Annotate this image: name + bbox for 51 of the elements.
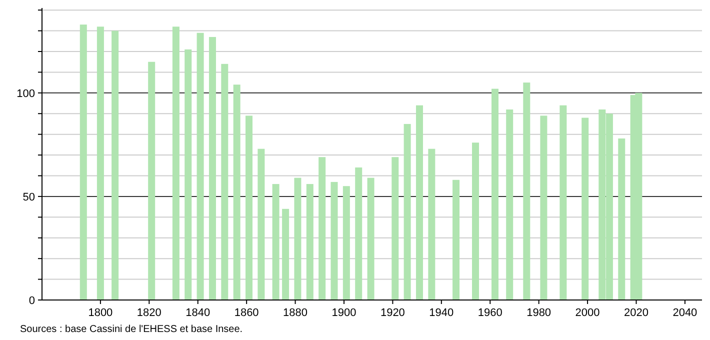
x-tick-label: 1840: [186, 307, 210, 319]
bar: [506, 109, 514, 300]
bar: [404, 124, 411, 300]
bar: [246, 116, 253, 300]
bar: [540, 116, 548, 300]
bar: [452, 180, 460, 300]
bar: [330, 182, 338, 300]
bar: [221, 64, 228, 300]
bar: [342, 186, 350, 300]
y-tick-label: 0: [28, 294, 35, 307]
bar: [184, 49, 192, 300]
bar: [367, 178, 374, 300]
bar: [294, 178, 302, 300]
bar: [258, 148, 265, 300]
bar: [416, 105, 423, 300]
x-tick-label: 1920: [380, 307, 405, 319]
x-tick-label: 1860: [234, 307, 259, 319]
x-tick-label: 2020: [624, 307, 648, 319]
y-tick-label: 50: [22, 191, 35, 204]
bar: [112, 30, 119, 300]
bar: [306, 184, 314, 300]
x-tick-label: 1940: [429, 307, 454, 319]
bar: [428, 148, 436, 300]
bar: [208, 36, 216, 300]
bar: [523, 82, 530, 300]
bar: [172, 26, 180, 300]
bar: [80, 24, 87, 300]
bar: [318, 157, 326, 300]
x-tick-label: 1960: [478, 307, 502, 319]
bar: [392, 157, 399, 300]
bar: [272, 184, 280, 300]
bar: [196, 32, 204, 300]
x-tick-label: 1800: [88, 307, 113, 319]
y-tick-label: 100: [16, 88, 35, 100]
bar: [233, 84, 240, 300]
x-tick-label: 1880: [283, 307, 308, 319]
source-note: Sources : base Cassini de l'EHESS et base Insee.: [20, 324, 243, 335]
x-tick-label: 1980: [526, 307, 552, 319]
bar: [148, 62, 156, 300]
bar: [560, 105, 567, 300]
bar: [355, 167, 362, 300]
bar: [96, 26, 104, 300]
bar: [618, 138, 626, 300]
x-tick-label: 1900: [332, 307, 356, 319]
bar: [472, 142, 480, 300]
bar: [582, 118, 589, 300]
bar: [282, 208, 290, 300]
x-tick-label: 1820: [136, 307, 162, 319]
x-tick-label: 2040: [672, 307, 698, 319]
x-tick-label: 2000: [575, 307, 600, 319]
bar: [491, 88, 498, 300]
